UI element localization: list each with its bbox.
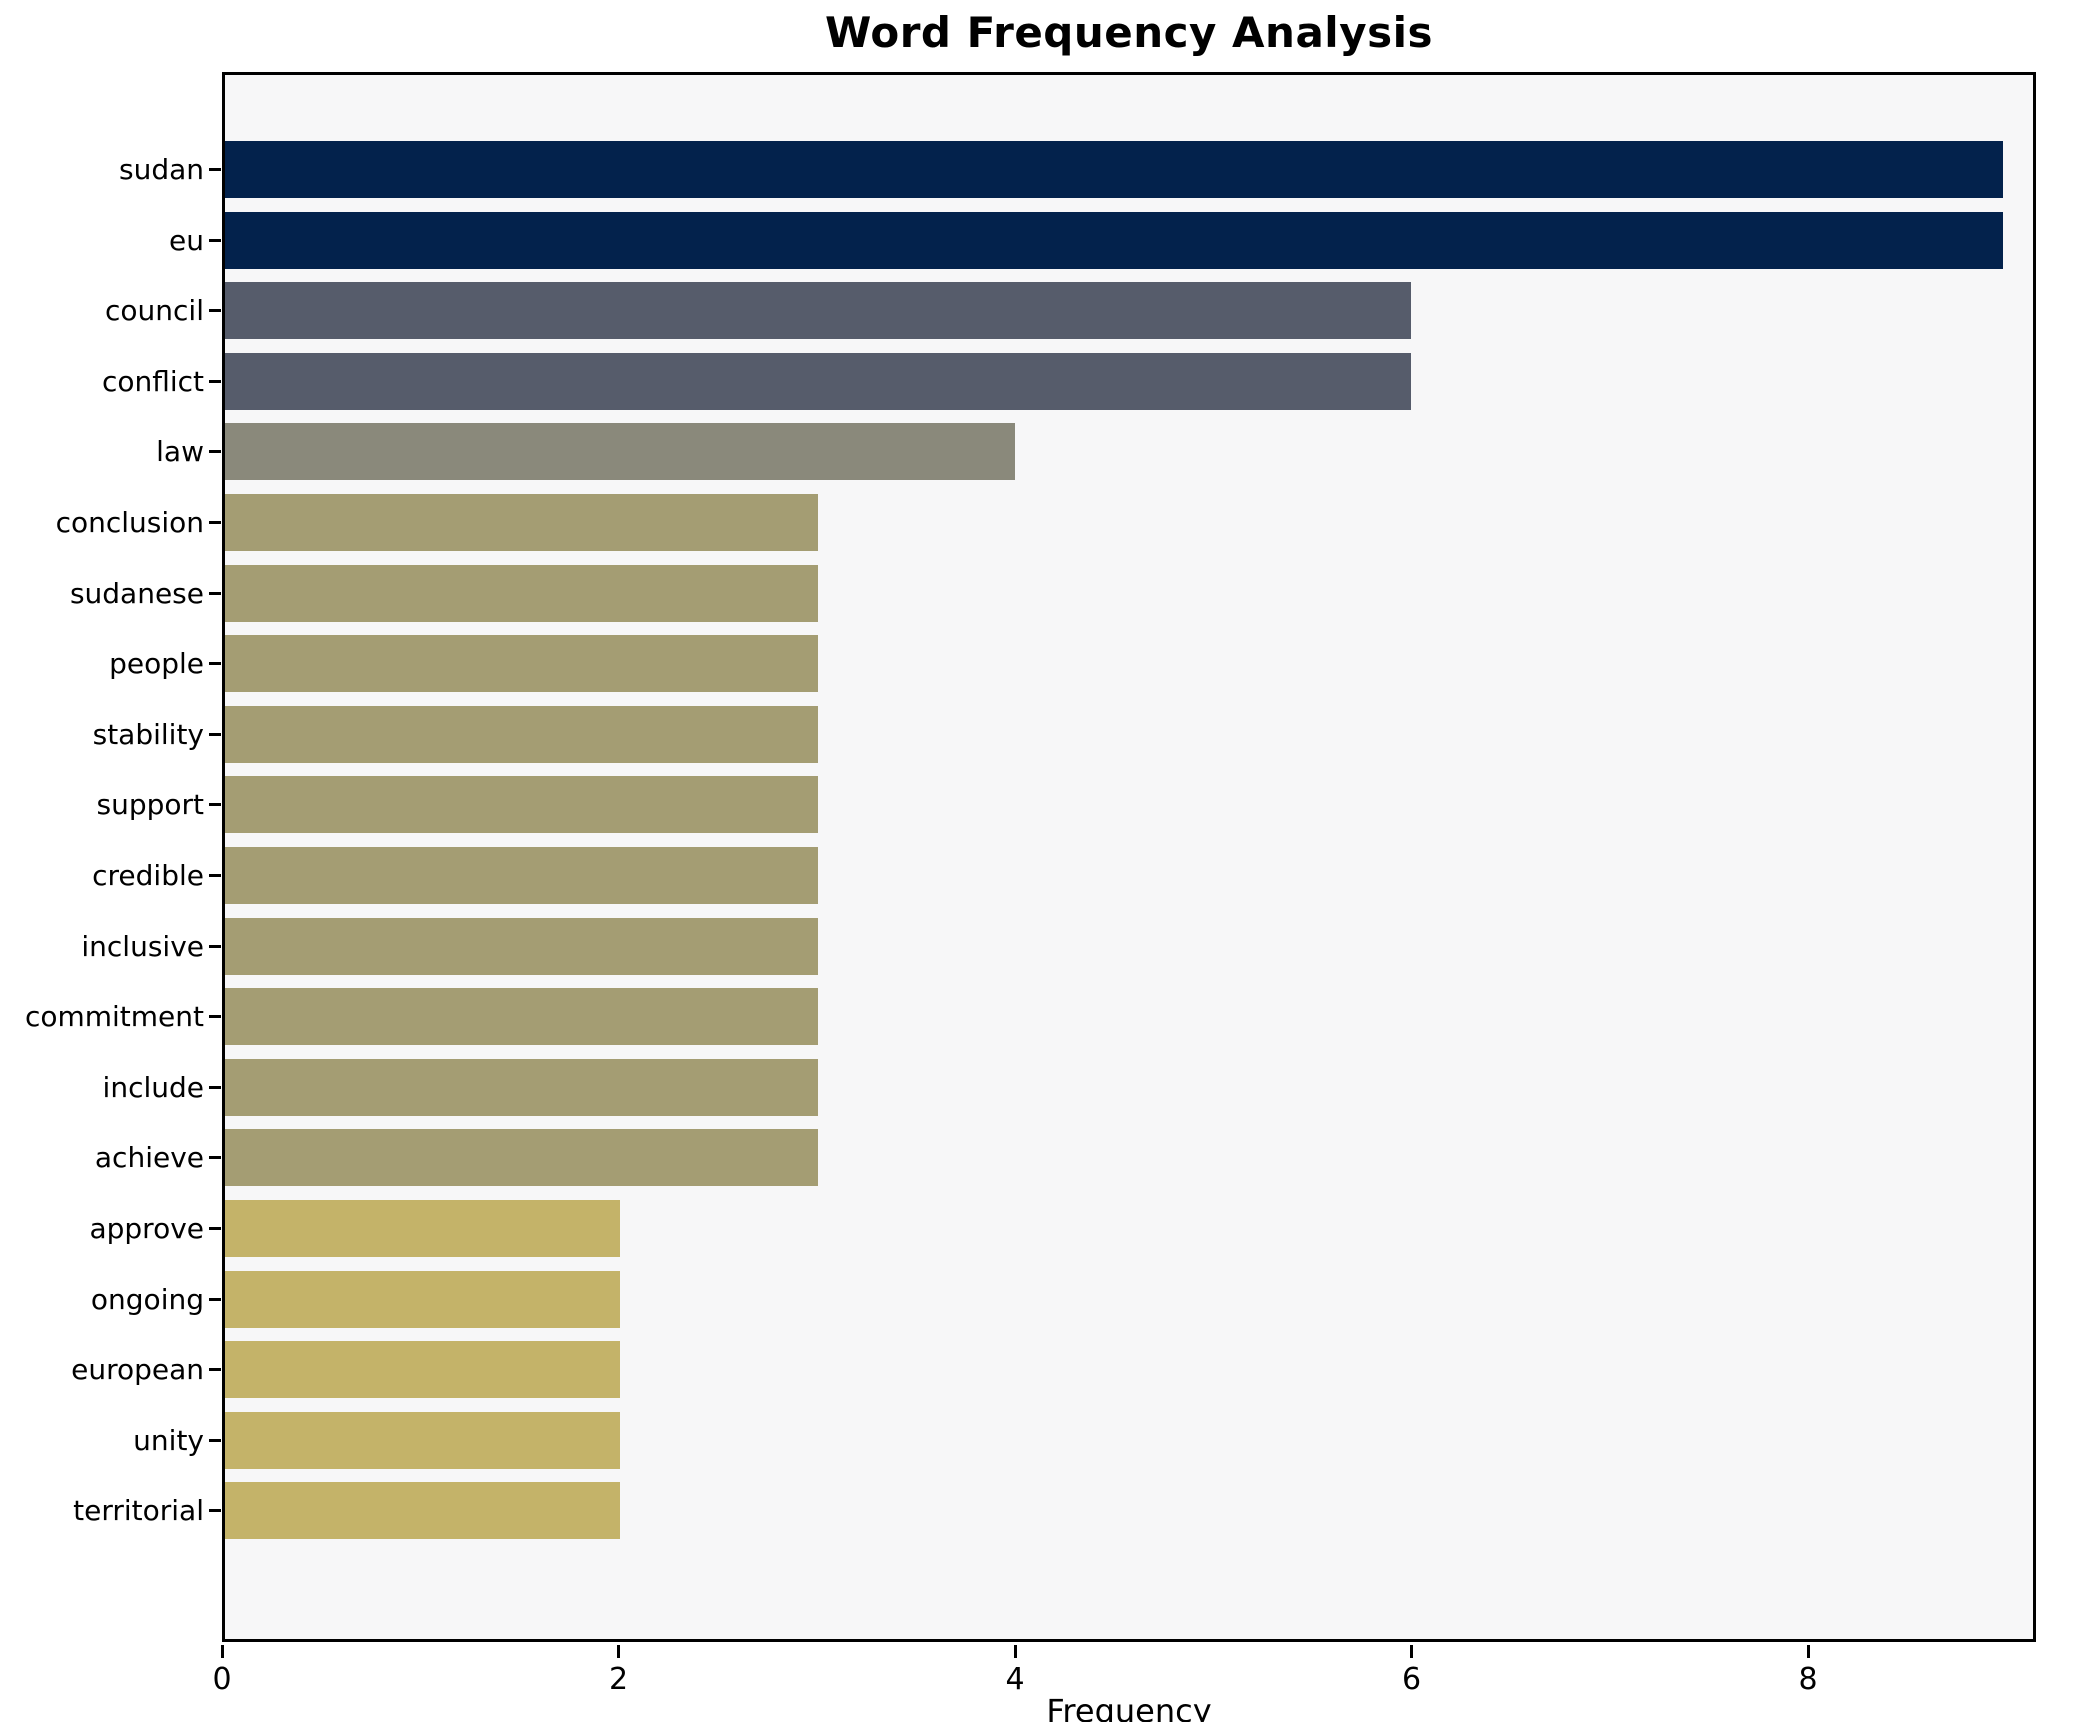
y-tick-label-territorial: territorial [73, 1494, 204, 1528]
y-tick-label-council: council [105, 294, 204, 328]
bar-european [225, 1341, 621, 1399]
bar-conflict [225, 352, 1411, 410]
y-tick-label-sudan: sudan [118, 153, 204, 186]
y-tick-mark [209, 1227, 221, 1230]
x-tick-mark [220, 1645, 224, 1658]
chart-title: Word Frequency Analysis [825, 8, 1433, 57]
y-tick-mark [209, 238, 221, 242]
y-tick-mark [209, 521, 221, 524]
y-tick-label-eu: eu [169, 223, 204, 257]
y-tick-mark [209, 1015, 221, 1019]
y-tick-label-sudanese: sudanese [69, 576, 204, 610]
y-tick-label-achieve: achieve [94, 1141, 204, 1175]
y-tick-label-conclusion: conclusion [55, 506, 204, 539]
bar-sudan [225, 141, 2004, 198]
y-tick-mark [209, 662, 221, 666]
bar-territorial [225, 1482, 621, 1540]
y-tick-mark [209, 591, 221, 595]
y-tick-label-include: include [102, 1070, 204, 1104]
bar-unity [225, 1411, 621, 1469]
y-tick-label-stability: stability [92, 717, 204, 751]
y-tick-mark [209, 732, 221, 736]
bar-credible [225, 847, 818, 904]
bar-commitment [225, 988, 818, 1046]
x-tick-mark [617, 1645, 620, 1658]
x-axis-label: Frequency [1046, 1692, 1212, 1722]
bar-sudanese [225, 564, 818, 622]
x-tick-label-2: 2 [608, 1662, 629, 1697]
bar-approve [225, 1200, 621, 1257]
y-tick-mark [209, 450, 221, 454]
bar-eu [225, 211, 2004, 269]
bar-people [225, 635, 818, 693]
y-tick-label-unity: unity [133, 1423, 204, 1457]
y-tick-label-approve: approve [89, 1212, 204, 1245]
y-tick-label-commitment: commitment [24, 1000, 204, 1034]
y-tick-label-european: european [71, 1353, 204, 1387]
y-tick-label-ongoing: ongoing [90, 1282, 204, 1316]
y-tick-mark [209, 1368, 221, 1372]
bar-achieve [225, 1129, 818, 1187]
y-tick-mark [209, 803, 221, 807]
y-tick-mark [209, 1297, 221, 1301]
bar-stability [225, 705, 818, 763]
x-tick-label-4: 4 [1005, 1662, 1025, 1697]
x-tick-mark [1806, 1645, 1810, 1658]
y-tick-mark [209, 168, 221, 171]
y-tick-mark [209, 1509, 221, 1513]
y-tick-label-law: law [156, 435, 204, 469]
x-tick-mark [1410, 1645, 1413, 1658]
bar-law [225, 423, 1016, 481]
bar-ongoing [225, 1270, 621, 1328]
y-tick-label-support: support [96, 788, 204, 822]
bar-conclusion [225, 494, 818, 551]
y-tick-mark [209, 309, 221, 313]
y-tick-mark [209, 1438, 221, 1442]
x-tick-label-0: 0 [212, 1662, 232, 1697]
bar-council [225, 282, 1411, 340]
y-tick-label-inclusive: inclusive [81, 929, 204, 963]
y-tick-mark [209, 874, 221, 877]
y-tick-mark [209, 1085, 221, 1089]
x-tick-label-8: 8 [1798, 1662, 1818, 1697]
y-tick-mark [209, 379, 221, 383]
y-tick-label-people: people [109, 647, 204, 681]
bar-inclusive [225, 917, 818, 975]
y-tick-mark [209, 1156, 221, 1160]
x-tick-label-6: 6 [1401, 1662, 1422, 1697]
bar-support [225, 776, 818, 834]
bars-container [225, 75, 2033, 1639]
plot-area [222, 72, 2036, 1642]
y-tick-label-conflict: conflict [101, 364, 204, 398]
x-tick-mark [1013, 1645, 1017, 1658]
y-tick-mark [209, 944, 221, 948]
y-tick-label-credible: credible [92, 859, 204, 892]
bar-include [225, 1058, 818, 1116]
